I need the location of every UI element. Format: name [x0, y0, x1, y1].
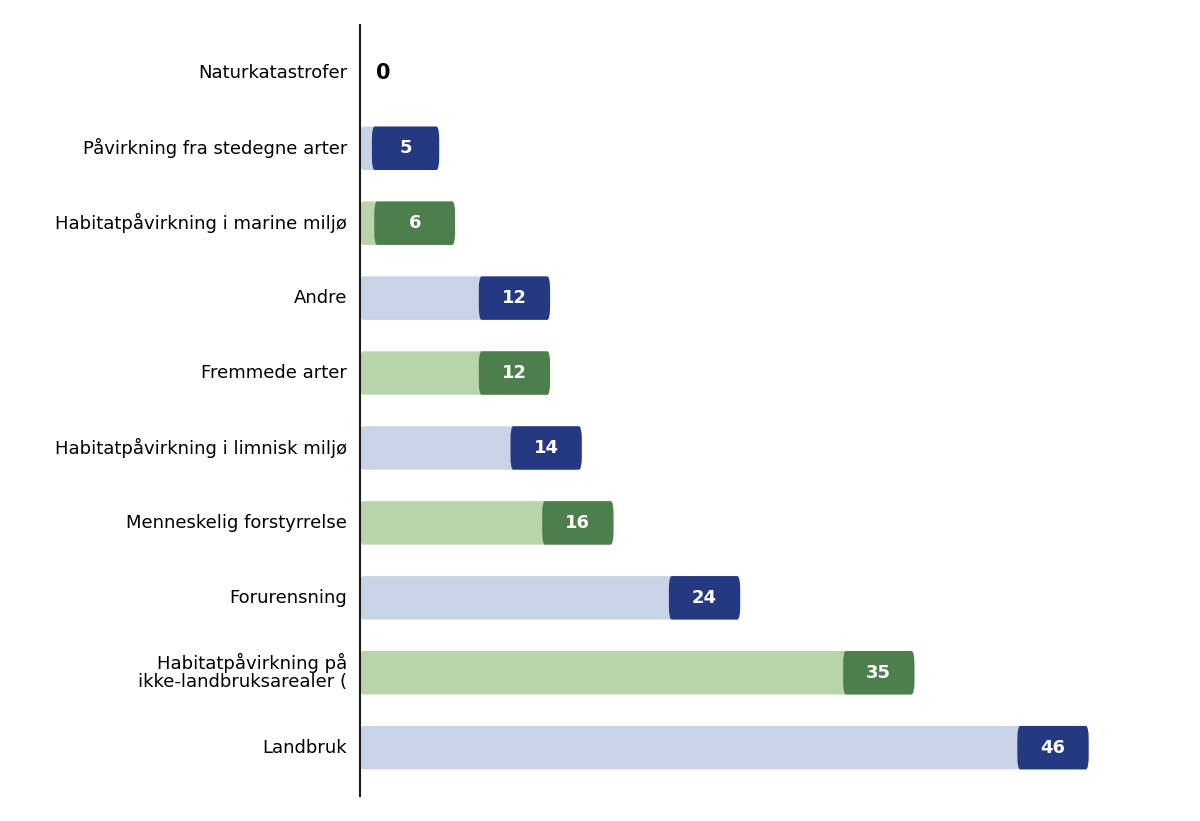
FancyBboxPatch shape — [360, 576, 740, 620]
FancyBboxPatch shape — [360, 277, 550, 320]
FancyBboxPatch shape — [360, 426, 582, 470]
Text: Menneskelig forstyrrelse: Menneskelig forstyrrelse — [126, 514, 347, 532]
FancyBboxPatch shape — [510, 426, 582, 470]
Text: Fremmede arter: Fremmede arter — [202, 364, 347, 382]
Text: Påvirkning fra stedegne arter: Påvirkning fra stedegne arter — [83, 138, 347, 158]
FancyBboxPatch shape — [360, 351, 550, 395]
Text: Habitatpåvirkning på: Habitatpåvirkning på — [157, 653, 347, 673]
FancyBboxPatch shape — [374, 201, 455, 245]
Text: Forurensning: Forurensning — [229, 589, 347, 607]
Text: 46: 46 — [1040, 739, 1066, 757]
FancyBboxPatch shape — [844, 651, 914, 695]
FancyBboxPatch shape — [1018, 726, 1088, 769]
Text: ikke-landbruksarealer (: ikke-landbruksarealer ( — [138, 673, 347, 691]
Text: 16: 16 — [565, 514, 590, 532]
Text: 35: 35 — [866, 663, 892, 681]
Text: 14: 14 — [534, 439, 559, 457]
Text: 24: 24 — [692, 589, 718, 607]
Text: Habitatpåvirkning i limnisk miljø: Habitatpåvirkning i limnisk miljø — [55, 438, 347, 458]
FancyBboxPatch shape — [360, 726, 1088, 769]
Text: 5: 5 — [400, 140, 412, 158]
FancyBboxPatch shape — [360, 126, 439, 170]
Text: 0: 0 — [376, 63, 390, 84]
Text: Landbruk: Landbruk — [263, 739, 347, 757]
Text: Habitatpåvirkning i marine miljø: Habitatpåvirkning i marine miljø — [55, 213, 347, 233]
FancyBboxPatch shape — [360, 651, 914, 695]
FancyBboxPatch shape — [360, 201, 455, 245]
Text: Naturkatastrofer: Naturkatastrofer — [198, 64, 347, 82]
FancyBboxPatch shape — [668, 576, 740, 620]
Text: Andre: Andre — [294, 289, 347, 307]
Text: 6: 6 — [408, 214, 421, 232]
Text: 12: 12 — [502, 289, 527, 307]
FancyBboxPatch shape — [479, 351, 550, 395]
FancyBboxPatch shape — [360, 501, 613, 544]
Text: 12: 12 — [502, 364, 527, 382]
FancyBboxPatch shape — [542, 501, 613, 544]
FancyBboxPatch shape — [372, 126, 439, 170]
FancyBboxPatch shape — [479, 277, 550, 320]
